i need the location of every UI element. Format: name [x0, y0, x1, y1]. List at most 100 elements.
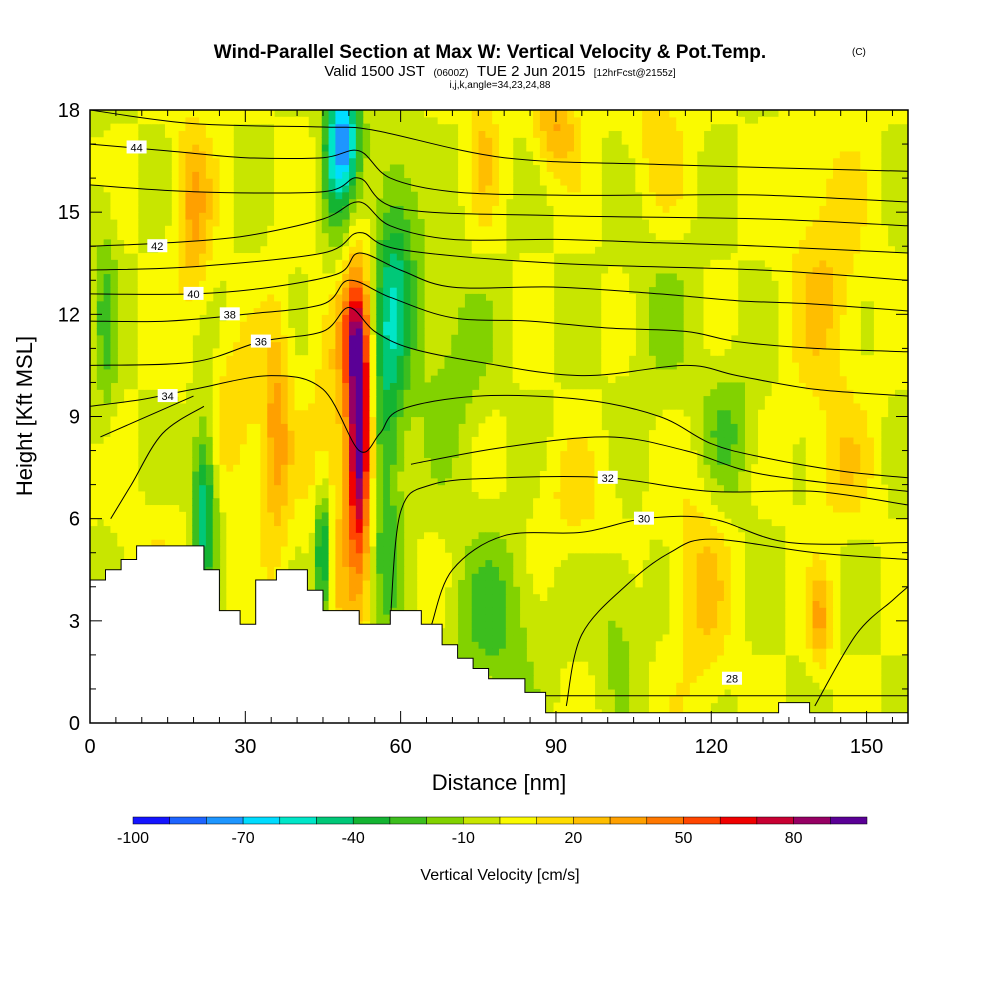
velocity-cell	[485, 545, 493, 554]
velocity-cell	[308, 348, 316, 356]
velocity-cell	[723, 607, 732, 615]
velocity-cell	[185, 355, 193, 363]
velocity-cell	[833, 614, 841, 622]
velocity-cell	[785, 600, 793, 608]
velocity-cell	[376, 443, 384, 452]
velocity-cell	[717, 477, 725, 486]
velocity-cell	[164, 300, 173, 309]
velocity-cell	[389, 341, 398, 349]
velocity-cell	[430, 593, 439, 601]
velocity-cell	[280, 464, 289, 472]
velocity-cell	[676, 614, 684, 622]
velocity-cell	[567, 396, 575, 404]
velocity-cell	[485, 450, 493, 458]
velocity-cell	[144, 293, 152, 302]
velocity-cell	[294, 484, 302, 493]
velocity-cell	[328, 389, 336, 397]
velocity-cell	[519, 307, 527, 315]
velocity-cell	[389, 348, 398, 356]
velocity-cell	[792, 293, 800, 302]
subtitle-date: TUE 2 Jun 2015	[477, 63, 585, 80]
velocity-cell	[205, 532, 214, 540]
velocity-cell	[839, 396, 848, 404]
velocity-cell	[560, 389, 568, 397]
velocity-cell	[437, 545, 446, 554]
velocity-cell	[519, 648, 527, 656]
velocity-cell	[669, 307, 677, 315]
velocity-cell	[294, 396, 302, 404]
velocity-cell	[519, 321, 527, 329]
velocity-cell	[260, 362, 268, 370]
velocity-cell	[812, 430, 820, 438]
velocity-cell	[758, 675, 766, 683]
velocity-cell	[355, 600, 364, 608]
velocity-cell	[158, 505, 166, 513]
velocity-cell	[376, 607, 384, 615]
velocity-cell	[362, 491, 371, 499]
velocity-cell	[853, 314, 861, 322]
velocity-cell	[853, 682, 861, 690]
velocity-cell	[301, 362, 309, 370]
velocity-cell	[860, 402, 868, 411]
velocity-cell	[710, 661, 718, 670]
velocity-cell	[771, 382, 780, 390]
velocity-cell	[124, 498, 132, 506]
velocity-cell	[792, 552, 800, 561]
velocity-cell	[867, 518, 875, 527]
velocity-cell	[233, 409, 241, 418]
velocity-cell	[792, 300, 800, 309]
velocity-cell	[424, 614, 432, 622]
velocity-cell	[471, 607, 480, 615]
velocity-cell	[608, 362, 616, 370]
velocity-cell	[703, 614, 711, 622]
velocity-cell	[655, 532, 664, 540]
velocity-cell	[103, 518, 112, 527]
velocity-cell	[492, 607, 500, 615]
velocity-cell	[321, 321, 330, 329]
velocity-cell	[608, 682, 616, 690]
velocity-cell	[662, 430, 671, 438]
velocity-cell	[96, 327, 105, 336]
velocity-cell	[478, 368, 486, 377]
velocity-cell	[274, 443, 282, 452]
velocity-cell	[321, 430, 330, 438]
velocity-cell	[246, 477, 255, 486]
velocity-cell	[798, 573, 807, 581]
velocity-cell	[730, 688, 739, 697]
velocity-cell	[580, 423, 589, 431]
velocity-cell	[499, 661, 507, 670]
velocity-cell	[785, 627, 793, 636]
velocity-cell	[342, 307, 350, 315]
velocity-cell	[737, 566, 745, 574]
velocity-cell	[901, 579, 908, 588]
velocity-cell	[376, 552, 384, 561]
velocity-cell	[335, 470, 343, 479]
velocity-cell	[301, 430, 309, 438]
velocity-cell	[280, 539, 289, 547]
velocity-cell	[287, 396, 296, 404]
velocity-cell	[314, 525, 323, 533]
velocity-cell	[798, 641, 807, 649]
velocity-cell	[103, 436, 112, 445]
velocity-cell	[376, 532, 384, 540]
velocity-cell	[785, 518, 793, 527]
velocity-cell	[880, 545, 889, 554]
velocity-cell	[321, 416, 330, 424]
velocity-cell	[703, 668, 711, 676]
velocity-cell	[648, 682, 657, 690]
velocity-cell	[444, 443, 452, 452]
velocity-cell	[335, 573, 343, 581]
velocity-cell	[560, 675, 568, 683]
velocity-cell	[137, 348, 146, 356]
velocity-cell	[376, 402, 384, 411]
velocity-cell	[294, 416, 302, 424]
velocity-cell	[171, 355, 180, 363]
velocity-cell	[580, 702, 589, 710]
velocity-cell	[764, 498, 773, 506]
velocity-cell	[723, 593, 732, 601]
velocity-cell	[328, 430, 336, 438]
velocity-cell	[614, 341, 623, 349]
velocity-cell	[212, 436, 221, 445]
velocity-cell	[280, 532, 289, 540]
velocity-cell	[130, 470, 139, 479]
